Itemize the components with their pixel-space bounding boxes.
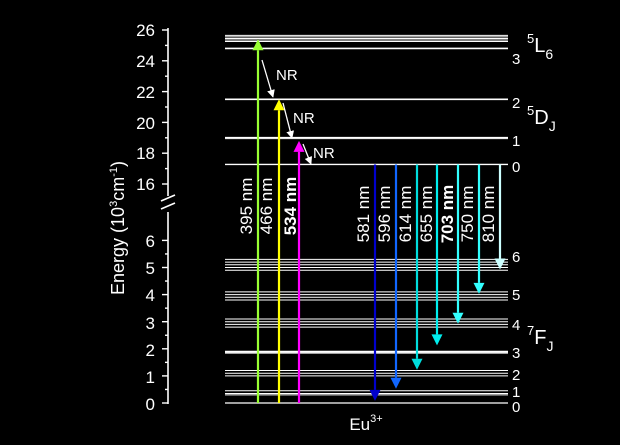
nr-label: NR	[293, 110, 315, 127]
y-axis-ticks	[162, 29, 168, 404]
axis-break-mark-2	[160, 202, 176, 210]
wavelength-label: 703 nm	[438, 185, 457, 244]
j-labels: 3 2 1 0 6 5 4 3 2 1 0	[512, 51, 520, 416]
wavelength-labels: 395 nm 466 nm 534 nm 581 nm 596 nm 614 nm 655 …	[237, 177, 498, 244]
j-label: 1	[512, 384, 520, 401]
j-label: 1	[512, 133, 520, 150]
y-tick-labels-upper: 16 18 20 22 24 26	[136, 21, 155, 194]
y-tick-labels-lower: 0 1 2 3 4 5 6	[146, 232, 155, 414]
j-label: 4	[512, 317, 520, 334]
j-label: 2	[512, 367, 520, 384]
y-tick-label: 1	[146, 368, 155, 387]
j-label: 0	[512, 159, 520, 176]
y-tick-label: 20	[136, 114, 155, 133]
term-label-7FJ-text: 7FJ	[527, 323, 553, 354]
wavelength-label: 466 nm	[257, 178, 276, 235]
emission-arrows	[369, 164, 506, 401]
wavelength-label: 750 nm	[458, 186, 477, 243]
emission-arrow-head	[411, 358, 423, 370]
nr-labels: NR NR NR	[276, 67, 335, 162]
term-label-5DJ-text: 5DJ	[527, 103, 556, 134]
wavelength-label: 810 nm	[479, 186, 498, 243]
wavelength-label: 581 nm	[354, 186, 373, 243]
y-tick-label: 26	[136, 21, 155, 40]
emission-arrow-head	[452, 312, 464, 324]
j-label: 2	[512, 95, 520, 112]
wavelength-label: 614 nm	[396, 186, 415, 243]
y-tick-label: 4	[146, 286, 155, 305]
emission-arrow-head	[431, 334, 443, 346]
axis-break-mark-1	[160, 194, 176, 202]
y-tick-label: 22	[136, 83, 155, 102]
wavelength-label: 596 nm	[375, 186, 394, 243]
y-axis-title: Energy (103cm-1)	[108, 161, 128, 295]
wavelength-label: 655 nm	[417, 186, 436, 243]
j-label: 5	[512, 287, 520, 304]
y-tick-label: 0	[146, 395, 155, 414]
nr-arrow	[282, 102, 295, 139]
excitation-arrow-head	[293, 140, 305, 152]
nr-relaxations	[261, 59, 313, 165]
excitation-arrow-head	[252, 39, 264, 51]
nr-arrow	[302, 143, 313, 165]
energy-levels	[225, 34, 508, 404]
term-label-5L6: 5L6	[527, 31, 553, 62]
term-label-5DJ: 5DJ	[527, 103, 556, 134]
j-label: 0	[512, 399, 520, 416]
excitation-arrow-head	[273, 99, 285, 111]
emission-arrow-head	[390, 377, 402, 389]
y-tick-label: 18	[136, 144, 155, 163]
y-tick-label: 6	[146, 232, 155, 251]
wavelength-label: 395 nm	[237, 178, 256, 235]
ion-label: Eu3+	[349, 413, 382, 434]
excitation-arrows	[252, 39, 305, 403]
y-tick-label: 16	[136, 175, 155, 194]
wavelength-label: 534 nm	[281, 177, 300, 236]
y-axis	[160, 28, 176, 404]
nr-arrow	[261, 59, 275, 98]
term-label-7FJ: 7FJ	[527, 323, 553, 354]
term-label-5L6-text: 5L6	[527, 31, 553, 62]
j-label: 6	[512, 249, 520, 266]
j-label: 3	[512, 51, 520, 68]
y-tick-label: 5	[146, 259, 155, 278]
nr-label: NR	[276, 67, 298, 84]
y-tick-label: 2	[146, 341, 155, 360]
emission-arrow-head	[494, 258, 506, 270]
y-tick-label: 24	[136, 52, 155, 71]
emission-arrow-head	[473, 282, 485, 294]
j-label: 3	[512, 345, 520, 362]
nr-label: NR	[313, 145, 335, 162]
emission-arrow-head	[369, 389, 381, 401]
y-tick-label: 3	[146, 314, 155, 333]
